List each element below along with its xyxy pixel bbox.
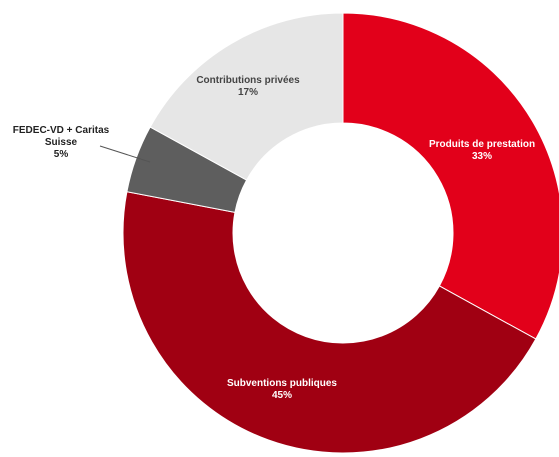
slice-label-line: Produits de prestation xyxy=(429,139,535,150)
slices-group xyxy=(122,12,559,454)
leader-line-fedec-vd-caritas xyxy=(99,145,151,163)
slice-label-line: 5% xyxy=(54,149,69,160)
slice-label-line: Contributions privées xyxy=(196,75,300,86)
slice-label-line: Subventions publiques xyxy=(227,378,337,389)
slice-label-fedec-vd-caritas: FEDEC-VD + Caritas Suisse 5% xyxy=(13,125,110,160)
slice-label-contributions-privees: Contributions privées 17% xyxy=(196,75,300,98)
slice-label-line: Suisse xyxy=(45,137,78,148)
slice-labels: Produits de prestation 33% Subventions pub… xyxy=(13,75,535,401)
slice-label-subventions-publiques: Subventions publiques 45% xyxy=(227,378,337,401)
slice-label-produits-de-prestation: Produits de prestation 33% xyxy=(429,139,535,162)
leader-lines xyxy=(99,145,151,163)
slice-contributions-privees xyxy=(149,12,344,181)
slice-produits-de-prestation xyxy=(342,12,559,340)
slice-label-line: FEDEC-VD + Caritas xyxy=(13,125,110,136)
slice-subventions-publiques xyxy=(122,191,537,454)
slice-label-line: 33% xyxy=(472,151,492,162)
slice-label-line: 45% xyxy=(272,390,292,401)
slice-label-line: 17% xyxy=(238,87,258,98)
